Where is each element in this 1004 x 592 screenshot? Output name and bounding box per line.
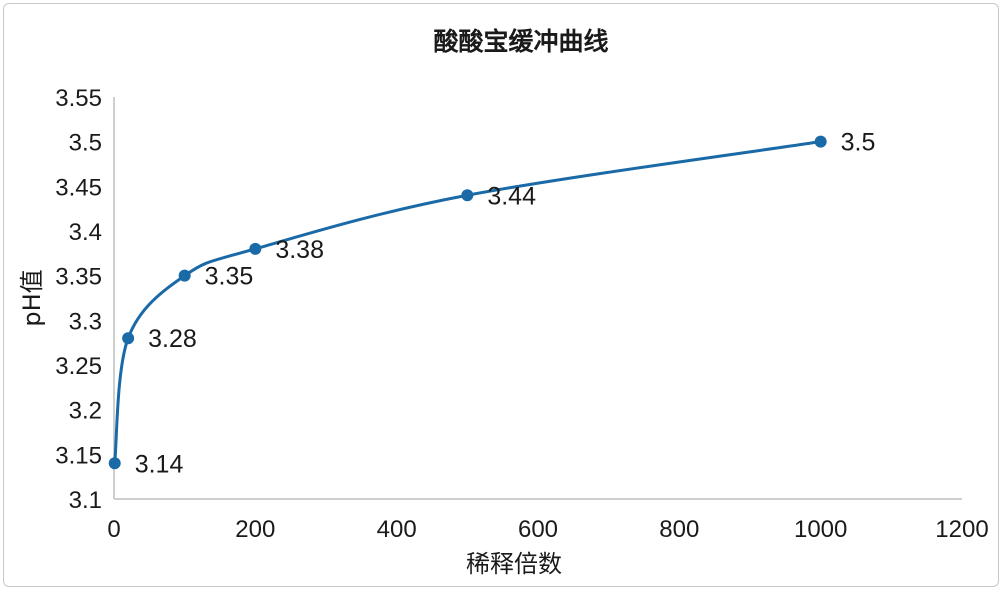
y-tick-label: 3.1: [69, 487, 102, 514]
x-tick-label: 0: [107, 516, 120, 543]
data-point: [814, 135, 827, 148]
y-tick-label: 3.35: [55, 264, 102, 291]
data-point: [122, 332, 135, 345]
y-axis-ticks: 3.1 3.15 3.2 3.25 3.3 3.35 3.4 3.45 3.5 3.55: [55, 85, 102, 514]
y-tick-label: 3.55: [55, 85, 102, 112]
data-label: 3.5: [841, 129, 876, 157]
chart-frame: [3, 3, 999, 587]
y-tick-label: 3.45: [55, 174, 102, 201]
data-series: [108, 135, 827, 470]
x-tick-label: 200: [235, 516, 275, 543]
y-tick-label: 3.25: [55, 353, 102, 380]
x-tick-label: 400: [377, 516, 417, 543]
data-label: 3.44: [487, 182, 536, 210]
x-axis-label: 稀释倍数: [466, 550, 562, 578]
y-tick-label: 3.4: [69, 219, 102, 246]
chart-title: 酸酸宝缓冲曲线: [433, 27, 608, 56]
data-point: [178, 269, 191, 282]
data-label: 3.38: [275, 236, 324, 264]
y-tick-label: 3.15: [55, 442, 102, 469]
x-tick-label: 1200: [935, 516, 988, 543]
y-tick-label: 3.5: [69, 130, 102, 157]
y-tick-label: 3.3: [69, 308, 102, 335]
x-tick-label: 600: [518, 516, 558, 543]
y-tick-label: 3.2: [69, 398, 102, 425]
data-label: 3.14: [135, 450, 184, 478]
x-tick-label: 800: [659, 516, 699, 543]
data-label: 3.35: [205, 263, 254, 291]
data-label: 3.28: [148, 325, 197, 353]
data-labels: 3.14 3.28 3.35 3.38 3.44 3.5: [135, 129, 876, 479]
x-tick-label: 1000: [794, 516, 847, 543]
y-axis-label: pH值: [18, 269, 46, 326]
data-point: [249, 242, 262, 255]
data-point: [108, 457, 121, 470]
x-axis-ticks: 0 200 400 600 800 1000 1200: [107, 516, 988, 543]
data-point: [461, 189, 474, 202]
axes: [113, 97, 962, 500]
